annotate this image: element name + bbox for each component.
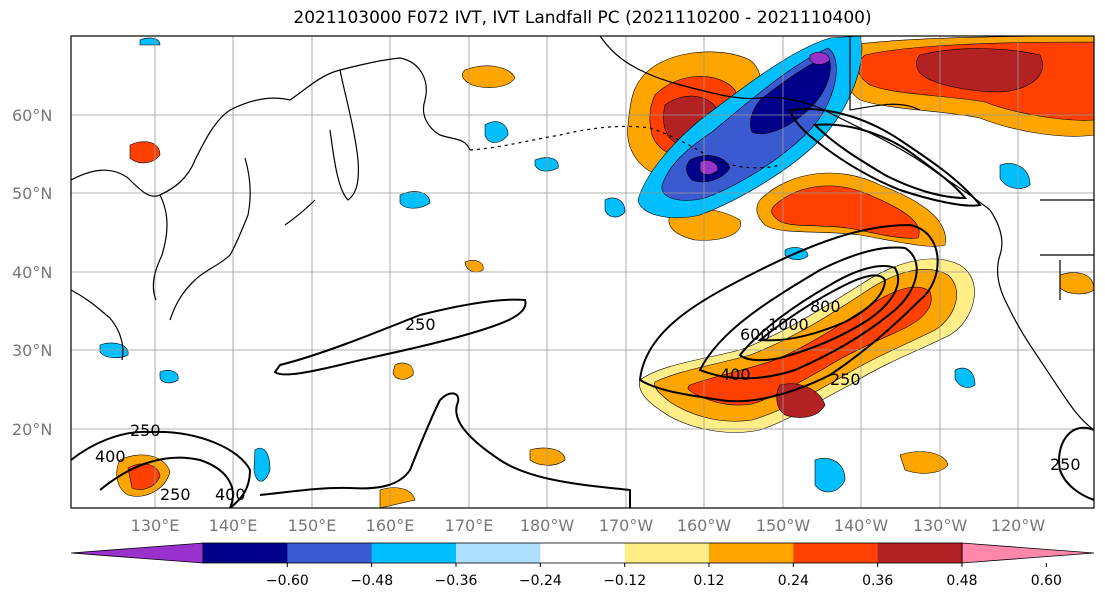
colorbar-tick-label: −0.36	[435, 573, 478, 589]
map-frame	[70, 35, 1095, 509]
lon-label: 170°W	[599, 516, 654, 535]
lon-label: 150°E	[288, 516, 337, 535]
colorbar: −0.60 −0.48 −0.36 −0.24 −0.12 0.12 0.24 0.36 0.4…	[70, 542, 1095, 589]
contour-label: 400	[720, 365, 751, 384]
lat-label-50n: 50°N	[12, 184, 52, 203]
colorbar-tick-label: −0.60	[266, 573, 309, 589]
lat-label-60n: 60°N	[12, 106, 52, 125]
coastlines	[71, 36, 1094, 431]
contour-label: 250	[405, 315, 436, 334]
colorbar-tick-label: 0.12	[693, 573, 724, 589]
contour-label: 800	[810, 297, 841, 316]
colorbar-segment	[371, 543, 457, 563]
contour-label: 1000	[768, 315, 809, 334]
colorbar-extend-max	[961, 542, 1095, 564]
map-title: 2021103000 F072 IVT, IVT Landfall PC (20…	[293, 8, 872, 28]
colorbar-tick-label: 0.24	[778, 573, 809, 589]
latitude-labels: 20°N 30°N 40°N 50°N 60°N	[12, 106, 52, 439]
lat-label-30n: 30°N	[12, 341, 52, 360]
colorbar-segment	[709, 543, 794, 563]
colorbar-segment	[793, 543, 879, 563]
colorbar-tick-label: 0.48	[946, 573, 977, 589]
contour-label: 400	[215, 485, 246, 504]
lon-label: 160°W	[677, 516, 732, 535]
ivt-contours	[71, 108, 1094, 508]
colorbar-tick-label: 0.36	[862, 573, 893, 589]
contour-label: 250	[830, 370, 861, 389]
colorbar-tick-label: −0.12	[603, 573, 646, 589]
lon-label: 130°W	[913, 516, 968, 535]
contour-label: 400	[95, 447, 126, 466]
lat-label-40n: 40°N	[12, 263, 52, 282]
lon-label: 140°E	[209, 516, 258, 535]
lon-label: 150°W	[756, 516, 811, 535]
colorbar-tick-label: 0.60	[1031, 573, 1062, 589]
colorbar-border	[202, 542, 963, 564]
colorbar-segment	[624, 543, 710, 563]
contour-label: 600	[740, 325, 771, 344]
lon-label: 160°E	[366, 516, 415, 535]
colorbar-segment	[456, 543, 541, 563]
lon-label: 140°W	[834, 516, 889, 535]
lon-label: 180°W	[520, 516, 575, 535]
contour-label: 250	[160, 485, 191, 504]
lat-label-20n: 20°N	[12, 420, 52, 439]
colorbar-segment	[540, 543, 626, 563]
contour-label: 250	[130, 421, 161, 440]
colorbar-extend-min	[70, 542, 204, 564]
graticule	[71, 36, 1094, 508]
lon-label: 170°E	[445, 516, 494, 535]
longitude-labels: 130°E 140°E 150°E 160°E 170°E 180°W 170°…	[131, 516, 1046, 535]
lon-label: 120°W	[991, 516, 1046, 535]
lon-label: 130°E	[131, 516, 180, 535]
colorbar-tick-label: −0.48	[350, 573, 393, 589]
colorbar-segment	[287, 543, 373, 563]
colorbar-tick-label: −0.24	[519, 573, 562, 589]
contour-label: 250	[1050, 455, 1081, 474]
colorbar-segment	[877, 543, 963, 563]
colorbar-segment	[203, 543, 288, 563]
ivt-shading-negative	[99, 36, 1031, 493]
